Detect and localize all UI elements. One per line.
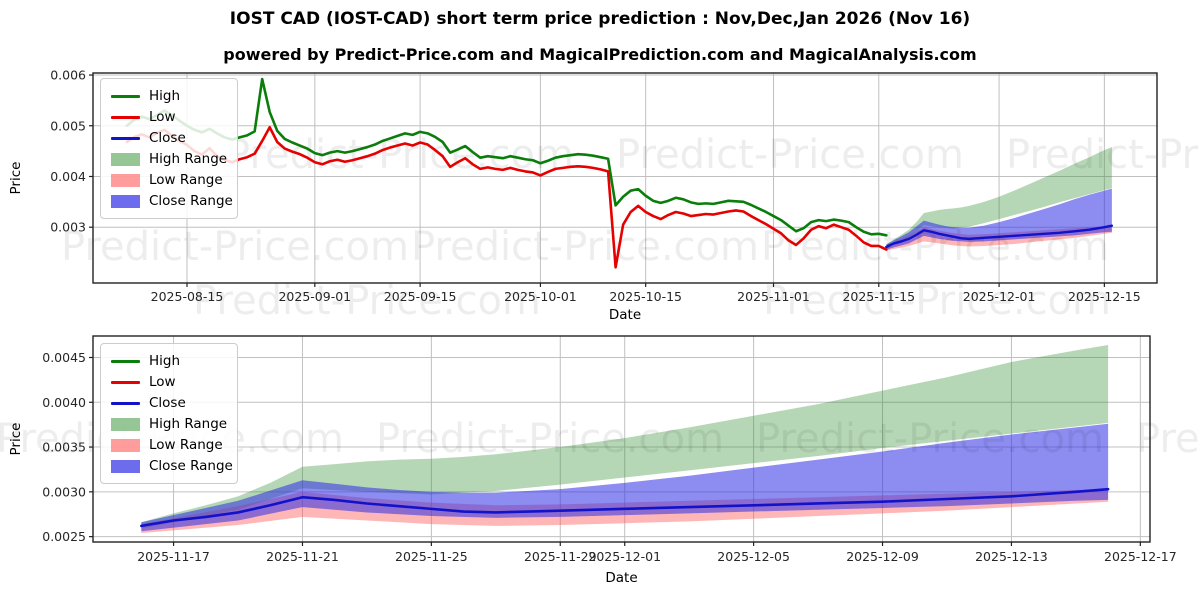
y-axis-label: Price: [8, 423, 24, 456]
y-tick-label: 0.0040: [42, 395, 86, 410]
legend-item-low-range: Low Range: [111, 170, 227, 191]
high-swatch: [111, 95, 140, 98]
watermark-text: Predict-Price.com: [376, 416, 724, 462]
x-tick-label: 2025-11-25: [395, 549, 468, 564]
x-tick-label: 2025-11-17: [137, 549, 210, 564]
x-tick-label: 2025-12-15: [1068, 289, 1141, 304]
high-line: [125, 77, 888, 237]
legend-main-chart: High Low Close High Range Low Range Close Ran…: [100, 78, 238, 219]
x-tick-label: 2025-11-29: [524, 549, 597, 564]
close-line: [140, 487, 1110, 528]
watermark-text: Predict-Price.com: [1136, 416, 1200, 462]
low-swatch: [111, 116, 140, 119]
y-axis-label: Price: [8, 162, 24, 195]
page-title: IOST CAD (IOST-CAD) short term price pre…: [229, 9, 971, 29]
plot-border: [92, 335, 1151, 543]
watermark-text: Predict-Price.com: [193, 278, 541, 324]
x-tick-label: 2025-11-15: [842, 289, 915, 304]
legend-item-high: High: [111, 351, 227, 372]
x-tick-label: 2025-09-01: [278, 289, 351, 304]
legend-item-close: Close: [111, 128, 227, 149]
x-tick-label: 2025-11-21: [266, 549, 339, 564]
close-swatch: [111, 402, 140, 405]
x-tick-label: 2025-12-01: [963, 289, 1036, 304]
chart-main: Predict-Price.com Predict-Price.com Predic…: [8, 68, 1200, 324]
close-range-swatch: [111, 195, 140, 208]
legend-item-close-range: Close Range: [111, 191, 233, 212]
x-tick-label: 2025-09-15: [384, 289, 457, 304]
legend-label: Low Range: [149, 436, 223, 453]
legend-item-high-range: High Range: [111, 414, 227, 435]
legend-item-low: Low: [111, 107, 227, 128]
watermark-text: Predict-Price.com: [756, 416, 1104, 462]
watermark-text: Predict-Price.com: [616, 132, 964, 178]
x-tick-label: 2025-12-13: [975, 549, 1048, 564]
x-tick-label: 2025-12-17: [1104, 549, 1177, 564]
high-range-swatch: [111, 418, 140, 431]
x-tick-label: 2025-08-15: [151, 289, 224, 304]
y-tick-label: 0.006: [50, 68, 86, 83]
legend-item-close: Close: [111, 393, 227, 414]
close-swatch: [111, 137, 140, 140]
legend-item-low: Low: [111, 372, 227, 393]
high-range-band: [886, 147, 1112, 248]
x-tick-label: 2025-11-01: [737, 289, 810, 304]
low-line: [125, 125, 888, 269]
legend-label: Close: [149, 394, 186, 411]
x-axis-label: Date: [605, 570, 637, 586]
legend-label: High: [149, 352, 181, 369]
watermark-text: Predict-Price.com: [761, 224, 1109, 270]
legend-label: Close Range: [149, 457, 233, 474]
legend-forecast-chart: High Low Close High Range Low Range Close Ran…: [100, 343, 238, 484]
watermark-text: Predict-Price.com: [61, 224, 409, 270]
watermark-text: Predict-Price.com: [763, 278, 1111, 324]
low-swatch: [111, 381, 140, 384]
legend-label: Low Range: [149, 171, 223, 188]
page-subtitle: powered by Predict-Price.com and Magical…: [223, 45, 977, 64]
legend-label: Low: [149, 373, 176, 390]
legend-label: High Range: [149, 415, 228, 432]
high-range-swatch: [111, 153, 140, 166]
y-tick-label: 0.0025: [42, 529, 86, 544]
legend-item-close-range: Close Range: [111, 456, 233, 477]
legend-label: Close: [149, 129, 186, 146]
legend-label: High Range: [149, 150, 228, 167]
low-range-swatch: [111, 439, 140, 452]
x-tick-label: 2025-12-05: [717, 549, 790, 564]
x-tick-label: 2025-12-01: [588, 549, 661, 564]
high-range-band: [141, 344, 1109, 529]
legend-item-high-range: High Range: [111, 149, 227, 170]
y-tick-label: 0.0045: [42, 350, 86, 365]
legend-label: Low: [149, 108, 176, 125]
x-tick-label: 2025-10-01: [504, 289, 577, 304]
close-range-swatch: [111, 460, 140, 473]
legend-item-low-range: Low Range: [111, 435, 227, 456]
chart-forecast: Predict-Price.com Predict-Price.com Predic…: [0, 335, 1200, 586]
watermark-text: Predict-Price.com: [1006, 132, 1200, 178]
close-line: [885, 224, 1114, 249]
high-swatch: [111, 360, 140, 363]
legend-item-high: High: [111, 86, 227, 107]
y-tick-label: 0.0030: [42, 484, 86, 499]
x-tick-label: 2025-10-15: [609, 289, 682, 304]
watermark-text: Predict-Price.com: [411, 224, 759, 270]
legend-label: High: [149, 87, 181, 104]
y-tick-label: 0.0035: [42, 440, 86, 455]
x-tick-label: 2025-12-09: [846, 549, 919, 564]
low-range-swatch: [111, 174, 140, 187]
y-tick-label: 0.005: [50, 118, 86, 133]
y-tick-label: 0.003: [50, 220, 86, 235]
y-tick-label: 0.004: [50, 169, 86, 184]
plot-border: [92, 72, 1158, 284]
legend-label: Close Range: [149, 192, 233, 209]
x-axis-label: Date: [609, 307, 641, 323]
